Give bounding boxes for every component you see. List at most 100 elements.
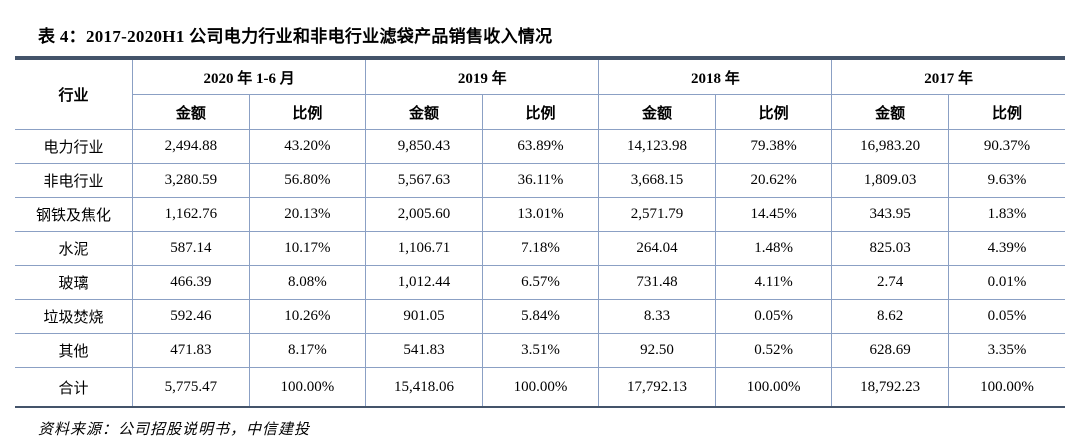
value-cell: 1,106.71 <box>365 231 483 266</box>
value-cell: 3.51% <box>481 333 600 368</box>
value-cell: 3,280.59 <box>132 163 250 198</box>
sub-header-row: 金额 比例 金额 比例 金额 比例 金额 比例 <box>15 94 1065 130</box>
value-cell: 1.83% <box>947 197 1065 232</box>
table-row: 水泥 587.14 10.17% 1,106.71 7.18% 264.04 1… <box>15 231 1065 266</box>
value-cell: 4.39% <box>947 231 1065 266</box>
source-note: 资料来源：公司招股说明书，中信建投 <box>38 422 311 438</box>
value-cell: 100.00% <box>481 367 600 408</box>
amount-header: 金额 <box>831 94 949 130</box>
value-cell: 471.83 <box>132 333 250 368</box>
value-cell: 79.38% <box>714 129 833 164</box>
value-cell: 13.01% <box>481 197 600 232</box>
value-cell: 43.20% <box>248 129 367 164</box>
industry-cell: 非电行业 <box>15 163 134 198</box>
value-cell: 466.39 <box>132 265 250 300</box>
value-cell: 3,668.15 <box>598 163 716 198</box>
period-header-2017: 2017 年 <box>831 60 1065 95</box>
industry-column-header: 行业 <box>15 60 134 130</box>
value-cell: 541.83 <box>365 333 483 368</box>
value-cell: 1,809.03 <box>831 163 949 198</box>
industry-cell: 垃圾焚烧 <box>15 299 134 334</box>
table-header: 行业 2020 年 1-6 月 2019 年 2018 年 2017 年 金额 … <box>15 60 1065 130</box>
amount-header: 金额 <box>132 94 250 130</box>
value-cell: 8.33 <box>598 299 716 334</box>
value-cell: 587.14 <box>132 231 250 266</box>
value-cell: 63.89% <box>481 129 600 164</box>
value-cell: 5,775.47 <box>132 367 250 408</box>
value-cell: 18,792.23 <box>831 367 949 408</box>
value-cell: 592.46 <box>132 299 250 334</box>
value-cell: 90.37% <box>947 129 1065 164</box>
value-cell: 5,567.63 <box>365 163 483 198</box>
value-cell: 9.63% <box>947 163 1065 198</box>
table-row: 非电行业 3,280.59 56.80% 5,567.63 36.11% 3,6… <box>15 163 1065 198</box>
value-cell: 10.26% <box>248 299 367 334</box>
table-body: 电力行业 2,494.88 43.20% 9,850.43 63.89% 14,… <box>15 129 1065 408</box>
period-header-2018: 2018 年 <box>598 60 833 95</box>
value-cell: 6.57% <box>481 265 600 300</box>
value-cell: 56.80% <box>248 163 367 198</box>
table-row: 钢铁及焦化 1,162.76 20.13% 2,005.60 13.01% 2,… <box>15 197 1065 232</box>
value-cell: 1,012.44 <box>365 265 483 300</box>
ratio-header: 比例 <box>947 94 1065 130</box>
industry-cell: 其他 <box>15 333 134 368</box>
value-cell: 36.11% <box>481 163 600 198</box>
value-cell: 14.45% <box>714 197 833 232</box>
value-cell: 264.04 <box>598 231 716 266</box>
industry-cell: 电力行业 <box>15 129 134 164</box>
value-cell: 10.17% <box>248 231 367 266</box>
value-cell: 9,850.43 <box>365 129 483 164</box>
value-cell: 16,983.20 <box>831 129 949 164</box>
ratio-header: 比例 <box>481 94 600 130</box>
industry-cell: 水泥 <box>15 231 134 266</box>
sales-table: 行业 2020 年 1-6 月 2019 年 2018 年 2017 年 金额 … <box>15 60 1065 408</box>
value-cell: 628.69 <box>831 333 949 368</box>
value-cell: 7.18% <box>481 231 600 266</box>
table-row: 垃圾焚烧 592.46 10.26% 901.05 5.84% 8.33 0.0… <box>15 299 1065 334</box>
period-header-2020h1: 2020 年 1-6 月 <box>132 60 367 95</box>
value-cell: 731.48 <box>598 265 716 300</box>
value-cell: 343.95 <box>831 197 949 232</box>
value-cell: 0.01% <box>947 265 1065 300</box>
value-cell: 17,792.13 <box>598 367 716 408</box>
value-cell: 825.03 <box>831 231 949 266</box>
value-cell: 2,494.88 <box>132 129 250 164</box>
ratio-header: 比例 <box>714 94 833 130</box>
value-cell: 5.84% <box>481 299 600 334</box>
amount-header: 金额 <box>365 94 483 130</box>
table-row: 玻璃 466.39 8.08% 1,012.44 6.57% 731.48 4.… <box>15 265 1065 300</box>
value-cell: 0.05% <box>714 299 833 334</box>
value-cell: 92.50 <box>598 333 716 368</box>
value-cell: 1.48% <box>714 231 833 266</box>
value-cell: 2.74 <box>831 265 949 300</box>
period-header-2019: 2019 年 <box>365 60 600 95</box>
value-cell: 100.00% <box>714 367 833 408</box>
table-row: 电力行业 2,494.88 43.20% 9,850.43 63.89% 14,… <box>15 129 1065 164</box>
industry-cell: 玻璃 <box>15 265 134 300</box>
value-cell: 20.62% <box>714 163 833 198</box>
value-cell: 100.00% <box>248 367 367 408</box>
value-cell: 15,418.06 <box>365 367 483 408</box>
value-cell: 100.00% <box>947 367 1065 408</box>
table-row-total: 合计 5,775.47 100.00% 15,418.06 100.00% 17… <box>15 367 1065 408</box>
value-cell: 2,005.60 <box>365 197 483 232</box>
value-cell: 8.08% <box>248 265 367 300</box>
value-cell: 0.52% <box>714 333 833 368</box>
value-cell: 1,162.76 <box>132 197 250 232</box>
industry-cell: 钢铁及焦化 <box>15 197 134 232</box>
value-cell: 20.13% <box>248 197 367 232</box>
ratio-header: 比例 <box>248 94 367 130</box>
value-cell: 8.62 <box>831 299 949 334</box>
industry-cell: 合计 <box>15 367 134 408</box>
value-cell: 14,123.98 <box>598 129 716 164</box>
value-cell: 0.05% <box>947 299 1065 334</box>
amount-header: 金额 <box>598 94 716 130</box>
page-title: 表 4：2017-2020H1 公司电力行业和非电行业滤袋产品销售收入情况 <box>38 27 553 46</box>
value-cell: 8.17% <box>248 333 367 368</box>
period-header-row: 行业 2020 年 1-6 月 2019 年 2018 年 2017 年 <box>15 60 1065 130</box>
value-cell: 2,571.79 <box>598 197 716 232</box>
value-cell: 4.11% <box>714 265 833 300</box>
table-row: 其他 471.83 8.17% 541.83 3.51% 92.50 0.52%… <box>15 333 1065 368</box>
value-cell: 901.05 <box>365 299 483 334</box>
